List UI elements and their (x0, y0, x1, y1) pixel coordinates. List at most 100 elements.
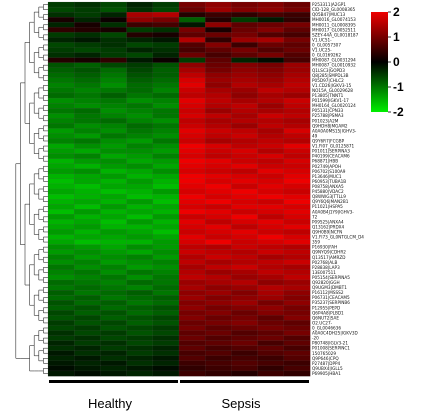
heatmap-cell (126, 97, 154, 104)
heatmap-cell (178, 254, 206, 261)
heatmap-cell (126, 47, 154, 53)
heatmap-cell (205, 178, 232, 185)
heatmap-cell (74, 103, 101, 109)
heatmap-cell (283, 360, 311, 367)
heatmap-cell (126, 22, 154, 28)
heatmap-cell (178, 345, 206, 352)
heatmap-cell (178, 138, 206, 144)
heatmap-cell (257, 6, 285, 13)
heatmap-cell (126, 52, 154, 58)
heatmap-cell (283, 17, 311, 23)
heatmap-cell (47, 82, 75, 89)
heatmap-cell (231, 264, 258, 271)
heatmap-cell (231, 108, 258, 114)
heatmap-cell (178, 224, 206, 230)
heatmap-cell (126, 148, 154, 154)
colorbar-tick-label: 2 (393, 5, 400, 19)
heatmap-cell (231, 350, 258, 357)
heatmap-cell (100, 143, 127, 149)
heatmap-cell (178, 325, 206, 331)
row-label: Q8J285|SMPDL3B (312, 73, 349, 78)
heatmap-cell (178, 27, 206, 33)
heatmap-cell (47, 360, 75, 367)
heatmap-cell (152, 22, 180, 28)
heatmap-cell (231, 178, 258, 185)
heatmap-cell (152, 219, 180, 225)
heatmap-cell (74, 219, 101, 225)
heatmap-cell (74, 269, 101, 276)
heatmap-cell (100, 6, 127, 13)
heatmap-cell (74, 42, 101, 48)
heatmap-cell (100, 183, 127, 190)
heatmap-cell (126, 103, 154, 109)
heatmap-cell (100, 239, 127, 245)
heatmap-cell (152, 315, 180, 321)
heatmap-cell (231, 123, 258, 129)
heatmap-cell (178, 183, 206, 190)
heatmap-cell (47, 254, 75, 261)
heatmap-cells (47, 1, 311, 377)
heatmap-cell (47, 163, 75, 170)
heatmap-cell (152, 153, 180, 160)
heatmap-cell (257, 183, 285, 190)
heatmap-cell (205, 113, 232, 119)
heatmap-cell (126, 67, 154, 74)
heatmap-cell (152, 330, 180, 336)
heatmap-cell (205, 370, 232, 377)
heatmap-cell (178, 300, 206, 306)
heatmap-cell (100, 305, 127, 311)
heatmap-cell (152, 199, 180, 205)
row-label: Q9P646|CPQ (312, 356, 339, 361)
heatmap-cell (152, 254, 180, 261)
heatmap-cell (178, 355, 206, 362)
heatmap-cell (178, 295, 206, 301)
heatmap-cell (231, 274, 258, 281)
heatmap-cell (231, 62, 258, 69)
heatmap-cell (283, 62, 311, 69)
heatmap-cell (283, 123, 311, 129)
heatmap-cell (231, 148, 258, 154)
heatmap-cell (178, 143, 206, 149)
heatmap-cell (178, 77, 206, 84)
heatmap-cell (74, 279, 101, 286)
heatmap-cell (100, 325, 127, 331)
heatmap-cell (126, 6, 154, 13)
heatmap-cell (178, 199, 206, 205)
row-label: CID-128_GL0008365 (312, 7, 356, 12)
heatmap-cell (257, 219, 285, 225)
heatmap-cell (231, 305, 258, 311)
heatmap-cell (100, 350, 127, 357)
heatmap-cell (47, 32, 75, 38)
heatmap-cell (231, 284, 258, 291)
heatmap-cell (283, 350, 311, 357)
heatmap-cell (74, 17, 101, 23)
heatmap-cell (283, 57, 311, 64)
row-label: 49 (312, 133, 318, 138)
heatmap-cell (74, 92, 101, 99)
heatmap-cell (178, 12, 206, 18)
heatmap-cell (74, 209, 101, 215)
heatmap-cell (205, 72, 232, 79)
heatmap-cell (74, 82, 101, 89)
heatmap-cell (152, 193, 180, 200)
heatmap-cell (178, 103, 206, 109)
heatmap-cell (257, 370, 285, 377)
heatmap-cell (100, 300, 127, 306)
heatmap-cell (205, 209, 232, 215)
heatmap-cell (152, 143, 180, 149)
row-label: Q92820|GGH (312, 280, 340, 285)
row-labels: P253311|A2GP1CID-128_GL0008365Q05B47|MUC… (312, 2, 364, 376)
heatmap-cell (257, 234, 285, 240)
heatmap-cell (231, 42, 258, 48)
heatmap-cell (152, 113, 180, 119)
heatmap-cell (178, 37, 206, 43)
heatmap-cell (178, 315, 206, 321)
heatmap-cell (205, 183, 232, 190)
heatmap-cell (74, 295, 101, 301)
heatmap-cell (257, 325, 285, 331)
heatmap-cell (74, 163, 101, 170)
heatmap-cell (205, 6, 232, 13)
heatmap-cell (47, 27, 75, 33)
heatmap-cell (205, 269, 232, 276)
heatmap-cell (283, 108, 311, 114)
